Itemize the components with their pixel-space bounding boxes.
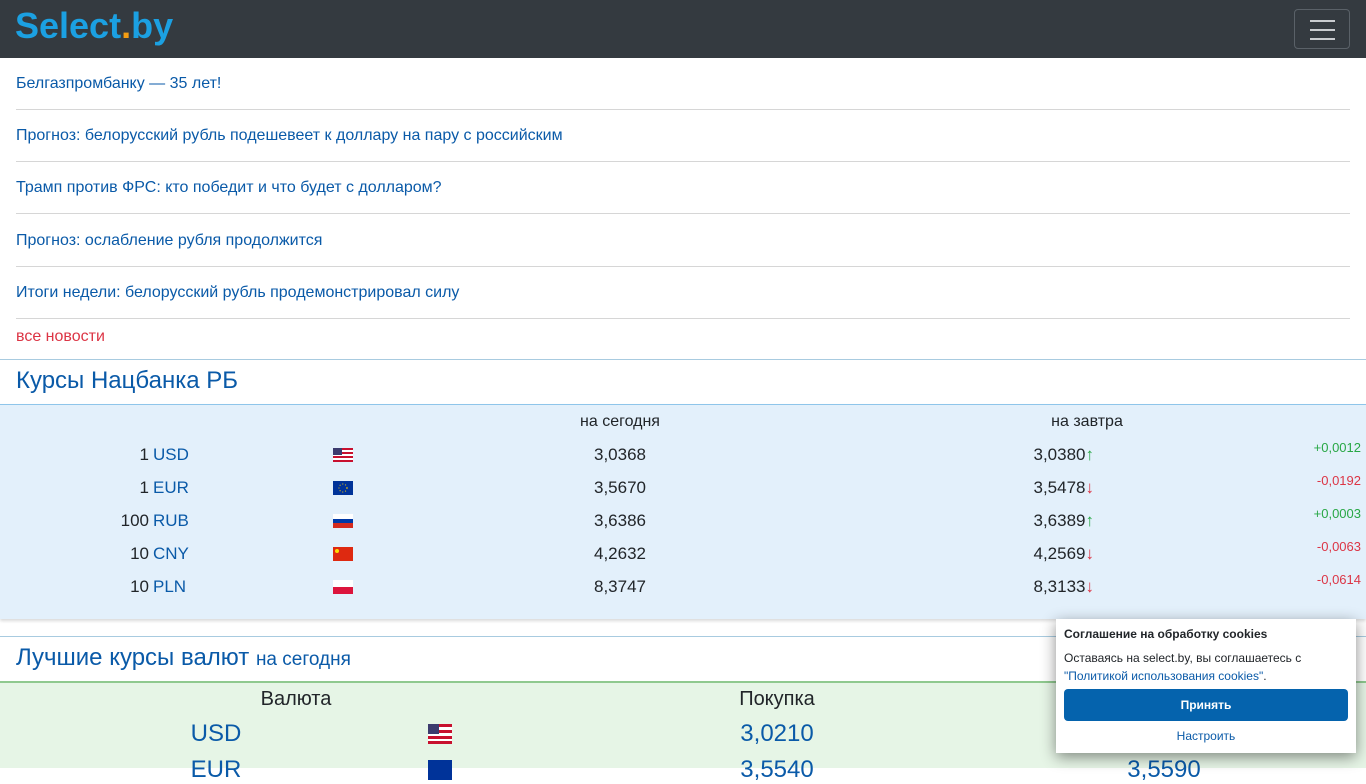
news-item[interactable]: Итоги недели: белорусский рубль продемон… [16, 267, 1350, 319]
currency-code[interactable]: EUR [190, 756, 242, 783]
rate-row-eur: 1 EUR 3,5670 3,5478↓ -0,0192 [0, 473, 1366, 511]
rate-tomorrow: 8,3133↓ [1034, 577, 1095, 597]
logo-tld: by [131, 5, 174, 46]
best-rates-title: Лучшие курсы валют на сегодня [16, 644, 351, 672]
col-today: на сегодня [580, 413, 660, 430]
news-item[interactable]: Прогноз: белорусский рубль подешевеет к … [16, 110, 1350, 162]
rate-change: +0,0012 [1313, 440, 1361, 455]
nbrb-rates-table: на сегодня на завтра 1 USD 3,0368 3,0380… [0, 404, 1366, 619]
rate-change: -0,0063 [1316, 539, 1361, 554]
currency-code[interactable]: RUB [153, 511, 189, 530]
logo-dot: . [121, 5, 132, 46]
amount: 1 [139, 445, 149, 464]
nbrb-title: Курсы Нацбанка РБ [16, 367, 238, 394]
eu-flag-icon [333, 481, 353, 495]
rate-row-cny: 10 CNY 4,2632 4,2569↓ -0,0063 [0, 539, 1366, 577]
eu-flag-icon [428, 760, 452, 780]
currency-code[interactable]: USD [153, 445, 189, 464]
news-item[interactable]: Прогноз: ослабление рубля продолжится [16, 215, 1350, 267]
cn-flag-icon [333, 547, 353, 561]
section-divider [0, 359, 1366, 360]
logo-text: Select [15, 5, 122, 46]
best-subtitle: на сегодня [255, 649, 351, 670]
news-item[interactable]: Трамп против ФРС: кто победит и что буде… [16, 162, 1350, 214]
rate-tomorrow-value: 3,5478 [1033, 478, 1086, 497]
amount: 1 [139, 478, 149, 497]
col-buy: Покупка [739, 688, 815, 710]
section-divider [0, 636, 1366, 637]
buy-rate[interactable]: 3,0210 [740, 720, 814, 747]
amount: 100 [120, 511, 149, 530]
rate-row-pln: 10 PLN 8,3747 8,3133↓ -0,0614 [0, 572, 1366, 610]
best-title-text: Лучшие курсы валют [16, 644, 250, 671]
arrow-down-icon: ↓ [1085, 478, 1095, 497]
buy-rate[interactable]: 3,5540 [740, 756, 814, 783]
us-flag-icon [333, 448, 353, 462]
rate-tomorrow-value: 4,2569 [1033, 544, 1086, 563]
arrow-down-icon: ↓ [1085, 577, 1095, 596]
currency-code[interactable]: CNY [153, 544, 189, 563]
cookie-title: Соглашение на обработку cookies [1064, 627, 1268, 641]
cookie-text-body: Оставаясь на select.by, вы соглашаетесь … [1064, 651, 1302, 665]
currency-code[interactable]: USD [190, 720, 242, 747]
hamburger-icon[interactable] [1294, 9, 1350, 49]
rate-today: 3,5670 [594, 478, 646, 497]
rate-tomorrow: 3,6389↑ [1034, 511, 1095, 531]
configure-link[interactable]: Настроить [1176, 729, 1236, 743]
arrow-up-icon: ↑ [1085, 511, 1095, 530]
us-flag-icon [428, 724, 452, 744]
currency-code[interactable]: PLN [153, 577, 187, 596]
top-navbar: Select.by [0, 0, 1366, 58]
amount: 10 [130, 577, 149, 596]
rate-today: 3,0368 [594, 445, 646, 464]
all-news-link[interactable]: все новости [16, 328, 105, 345]
accept-button[interactable]: Принять [1064, 689, 1348, 721]
rate-tomorrow: 4,2569↓ [1034, 544, 1095, 564]
logo[interactable]: Select.by [15, 5, 173, 47]
rate-today: 3,6386 [594, 511, 646, 530]
cookie-policy-link[interactable]: "Политикой использования cookies" [1064, 669, 1264, 683]
cookie-consent-dialog: Соглашение на обработку cookies Оставаяс… [1056, 619, 1356, 753]
cookie-text: Оставаясь на select.by, вы соглашаетесь … [1064, 649, 1348, 685]
rate-tomorrow: 3,0380↑ [1034, 445, 1095, 465]
col-currency: Валюта [260, 688, 332, 710]
col-tomorrow: на завтра [1051, 413, 1123, 430]
news-item[interactable]: Белгазпромбанку — 35 лет! [16, 58, 1350, 110]
rate-tomorrow: 3,5478↓ [1034, 478, 1095, 498]
ru-flag-icon [333, 514, 353, 528]
rate-today: 4,2632 [594, 544, 646, 563]
arrow-down-icon: ↓ [1085, 544, 1095, 563]
amount: 10 [130, 544, 149, 563]
rate-tomorrow-value: 8,3133 [1033, 577, 1086, 596]
arrow-up-icon: ↑ [1085, 445, 1095, 464]
rate-tomorrow-value: 3,0380 [1033, 445, 1086, 464]
sell-rate[interactable]: 3,5590 [1127, 756, 1201, 783]
pl-flag-icon [333, 580, 353, 594]
rate-today: 8,3747 [594, 577, 646, 596]
rate-tomorrow-value: 3,6389 [1033, 511, 1086, 530]
rate-row-rub: 100 RUB 3,6386 3,6389↑ +0,0003 [0, 506, 1366, 544]
cookie-text-end: . [1263, 669, 1267, 683]
rate-change: +0,0003 [1313, 506, 1361, 521]
rate-row-usd: 1 USD 3,0368 3,0380↑ +0,0012 [0, 440, 1366, 478]
currency-code[interactable]: EUR [153, 478, 189, 497]
rate-change: -0,0192 [1316, 473, 1361, 488]
rate-change: -0,0614 [1316, 572, 1361, 587]
